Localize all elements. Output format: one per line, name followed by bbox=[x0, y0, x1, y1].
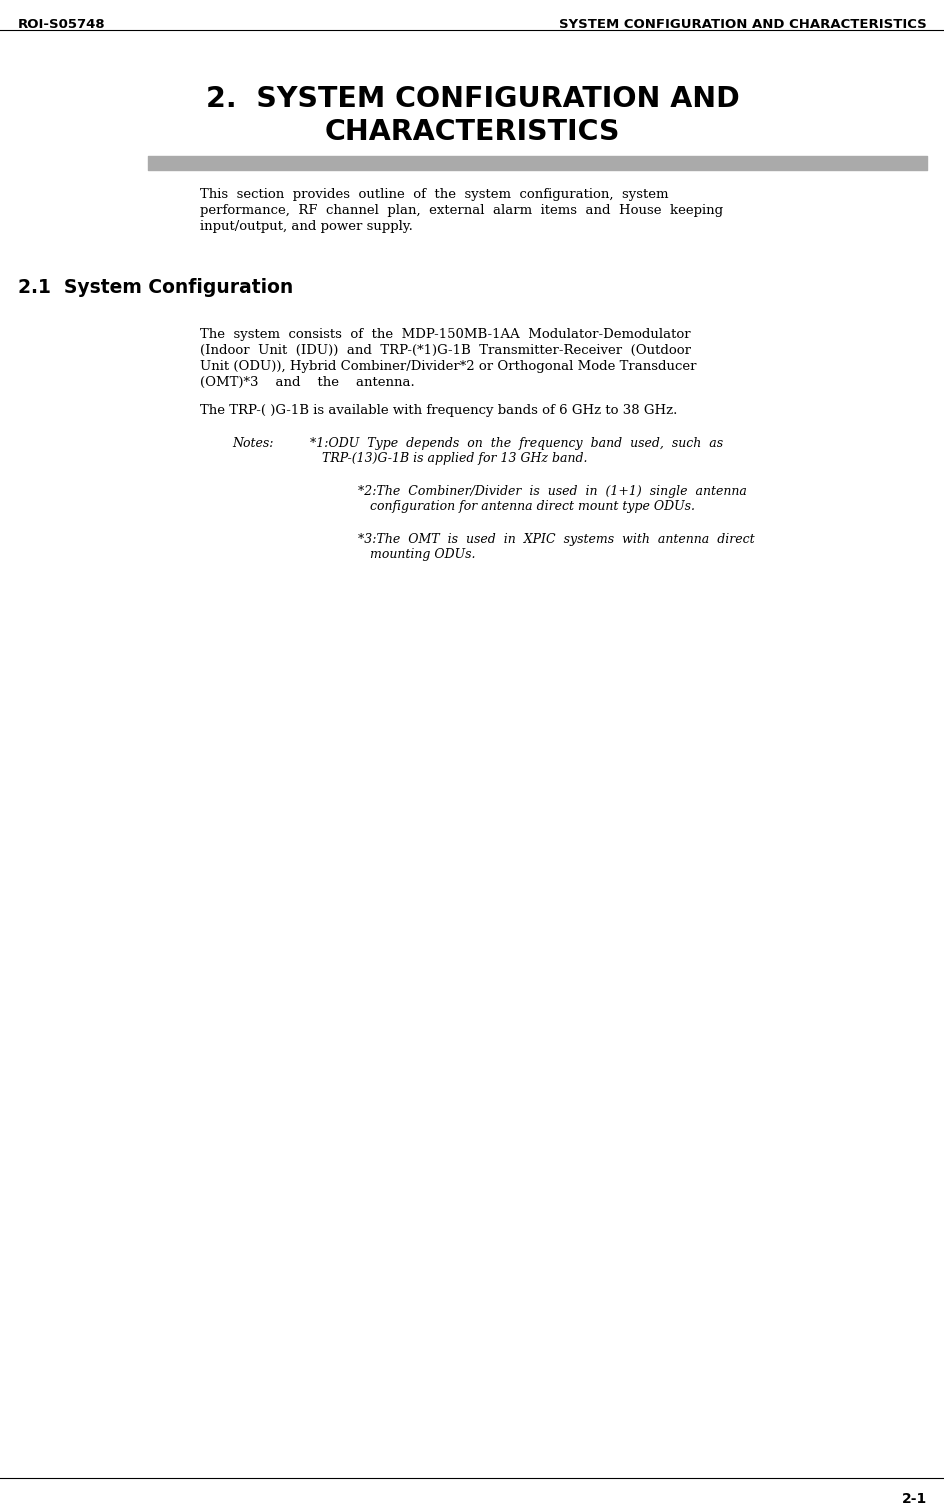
Text: performance,  RF  channel  plan,  external  alarm  items  and  House  keeping: performance, RF channel plan, external a… bbox=[200, 204, 722, 216]
Text: 2-1: 2-1 bbox=[901, 1492, 926, 1503]
Text: The  system  consists  of  the  MDP-150MB-1AA  Modulator-Demodulator: The system consists of the MDP-150MB-1AA… bbox=[200, 328, 690, 341]
Text: Unit (ODU)), Hybrid Combiner/Divider*2 or Orthogonal Mode Transducer: Unit (ODU)), Hybrid Combiner/Divider*2 o… bbox=[200, 361, 696, 373]
Text: SYSTEM CONFIGURATION AND CHARACTERISTICS: SYSTEM CONFIGURATION AND CHARACTERISTICS bbox=[559, 18, 926, 32]
Text: *2:The  Combiner/Divider  is  used  in  (1+1)  single  antenna: *2:The Combiner/Divider is used in (1+1)… bbox=[358, 485, 746, 497]
Text: This  section  provides  outline  of  the  system  configuration,  system: This section provides outline of the sys… bbox=[200, 188, 667, 201]
Text: *1:ODU  Type  depends  on  the  frequency  band  used,  such  as: *1:ODU Type depends on the frequency ban… bbox=[310, 437, 722, 449]
Text: 2.  SYSTEM CONFIGURATION AND: 2. SYSTEM CONFIGURATION AND bbox=[206, 86, 738, 113]
Text: TRP-(13)G-1B is applied for 13 GHz band.: TRP-(13)G-1B is applied for 13 GHz band. bbox=[322, 452, 587, 464]
Text: (OMT)*3    and    the    antenna.: (OMT)*3 and the antenna. bbox=[200, 376, 414, 389]
Text: ROI-S05748: ROI-S05748 bbox=[18, 18, 106, 32]
Text: configuration for antenna direct mount type ODUs.: configuration for antenna direct mount t… bbox=[370, 500, 694, 513]
Text: mounting ODUs.: mounting ODUs. bbox=[370, 549, 475, 561]
Text: (Indoor  Unit  (IDU))  and  TRP-(*1)G-1B  Transmitter-Receiver  (Outdoor: (Indoor Unit (IDU)) and TRP-(*1)G-1B Tra… bbox=[200, 344, 690, 358]
Text: *3:The  OMT  is  used  in  XPIC  systems  with  antenna  direct: *3:The OMT is used in XPIC systems with … bbox=[358, 534, 754, 546]
Text: 2.1  System Configuration: 2.1 System Configuration bbox=[18, 278, 293, 298]
Text: The TRP-( )G-1B is available with frequency bands of 6 GHz to 38 GHz.: The TRP-( )G-1B is available with freque… bbox=[200, 404, 677, 416]
Text: input/output, and power supply.: input/output, and power supply. bbox=[200, 219, 413, 233]
Text: Notes:: Notes: bbox=[232, 437, 273, 449]
Text: CHARACTERISTICS: CHARACTERISTICS bbox=[325, 119, 619, 146]
